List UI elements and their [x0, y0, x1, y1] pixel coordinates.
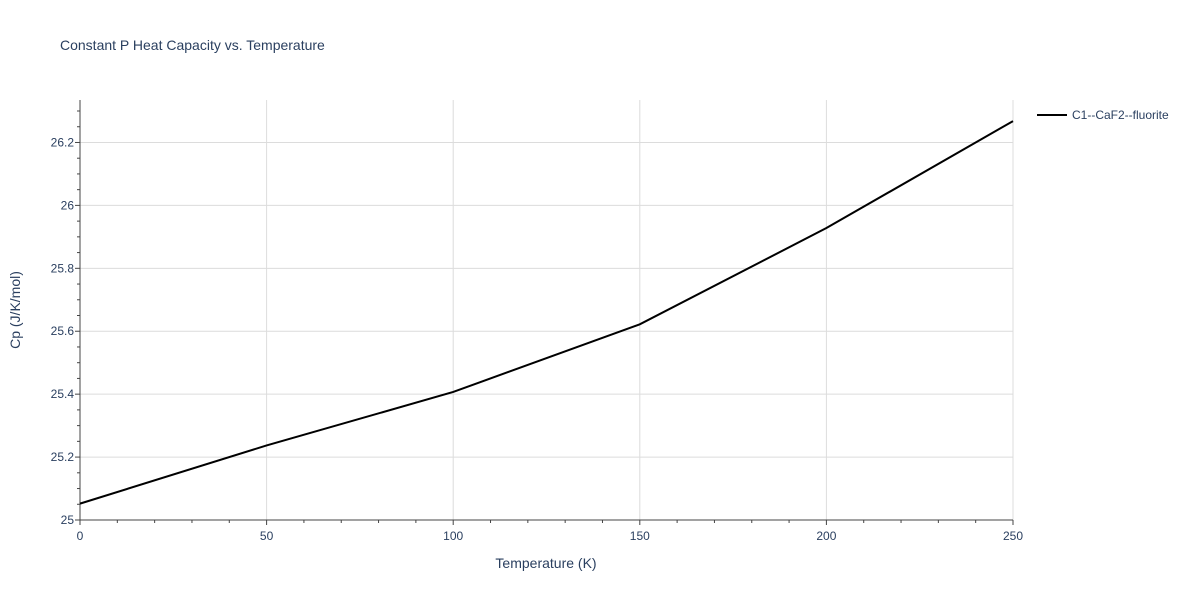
y-tick-label: 25 [61, 513, 75, 527]
legend[interactable]: C1--CaF2--fluorite [1037, 108, 1169, 122]
axes: 0 50 100 150 200 250 25 25.2 25.4 25.6 25.8 26 26.2 [51, 100, 1023, 543]
x-tick-label: 250 [1003, 529, 1023, 543]
y-tick-label: 26 [61, 198, 75, 212]
series-line[interactable] [79, 120, 1014, 505]
y-tick-label: 26.2 [51, 135, 75, 149]
y-tick-label: 25.4 [51, 387, 75, 401]
grid [80, 100, 1014, 521]
y-tick-label: 25.2 [51, 450, 75, 464]
y-tick-label: 25.8 [51, 261, 75, 275]
y-axis-title: Cp (J/K/mol) [7, 271, 23, 349]
chart-title: Constant P Heat Capacity vs. Temperature [60, 37, 325, 53]
x-tick-label: 200 [816, 529, 836, 543]
y-tick-label: 25.6 [51, 324, 75, 338]
x-tick-label: 0 [77, 529, 84, 543]
plot-area [79, 120, 1014, 505]
x-tick-label: 50 [260, 529, 274, 543]
legend-label[interactable]: C1--CaF2--fluorite [1072, 108, 1169, 122]
x-tick-label: 150 [630, 529, 650, 543]
x-tick-label: 100 [443, 529, 463, 543]
x-axis-title: Temperature (K) [495, 555, 596, 571]
